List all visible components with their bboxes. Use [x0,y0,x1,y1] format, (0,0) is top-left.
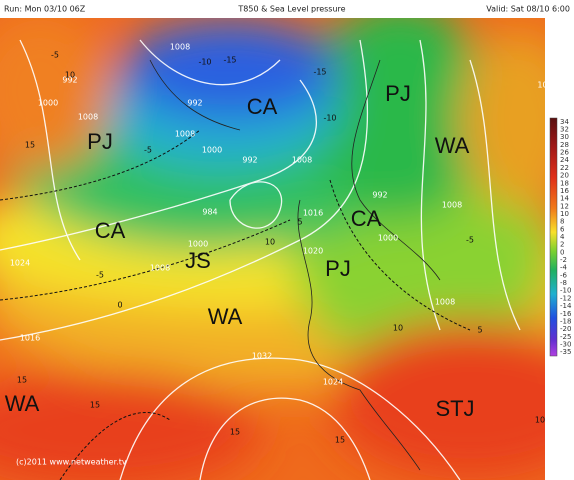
isobar-label: 1000 [188,240,208,249]
isotherm-label: -5 [96,271,104,280]
isobar-label: 1008 [292,156,312,165]
isotherm-label: 0 [117,301,122,310]
isotherm-label: 10 [265,238,275,247]
air-mass-label: CA [95,218,126,243]
isobar-label: 1008 [78,113,98,122]
valid-label: Valid: Sat 08/10 6:00 [486,5,570,14]
map-title: T850 & Sea Level pressure [237,5,345,14]
isotherm-label: -5 [144,146,152,155]
colorbar-tick-label: 34 [560,118,569,126]
air-mass-label: JS [185,248,211,273]
colorbar-tick-label: -20 [560,325,571,333]
colorbar-tick-label: 24 [560,156,569,164]
isotherm-label: 15 [25,141,35,150]
colorbar-ticks: 3432302826242220181614121086420-2-4-6-8-… [560,118,572,356]
isotherm-label: 15 [90,401,100,410]
colorbar-tick-label: 20 [560,172,569,180]
colorbar-tick-label: 32 [560,126,569,134]
colorbar [549,117,558,357]
air-mass-label: WA [5,391,40,416]
colorbar-tick-label: 28 [560,141,569,149]
isotherm-label: 15 [230,428,240,437]
isotherm-label: 5 [297,218,302,227]
isotherm-label: -10 [323,114,336,123]
isotherm-label: 15 [335,436,345,445]
isobar-label: 102 [537,81,552,90]
air-mass-label: PJ [385,81,411,106]
isotherm-label: 10 [65,71,75,80]
colorbar-tick-label: 12 [560,202,569,210]
colorbar-tick-label: 14 [560,195,569,203]
isotherm-label: 10 [535,416,545,425]
isobar-label: 992 [187,99,202,108]
isotherm-label: -10 [198,58,211,67]
isotherm-label: 15 [17,376,27,385]
colorbar-tick-label: -35 [560,348,571,356]
colorbar-tick-label: 10 [560,210,569,218]
colorbar-tick-label: -4 [560,264,568,272]
colorbar-tick-label: -12 [560,294,571,302]
colorbar-tick-label: -6 [560,271,568,279]
credit: (c)2011 www.netweather.tv [16,458,127,467]
run-label: Run: Mon 03/10 06Z [4,5,86,14]
air-mass-label: WA [435,133,470,158]
colorbar-tick-label: 18 [560,179,569,187]
isobar-label: 1008 [442,201,462,210]
colorbar-tick-label: 8 [560,218,564,226]
isobar-label: 1024 [323,378,343,387]
isobar-label: 1016 [303,209,323,218]
colorbar-tick-label: -25 [560,333,571,341]
isotherm-label: 5 [477,326,482,335]
header-bar [0,0,574,18]
isobar-label: 984 [202,208,217,217]
colorbar-tick-label: -14 [560,302,572,310]
colorbar-tick-label: -2 [560,256,567,264]
isotherm-label: -5 [466,236,474,245]
isotherm-label: -15 [313,68,326,77]
air-mass-label: PJ [325,256,351,281]
air-mass-label: CA [247,94,278,119]
colorbar-tick-label: 22 [560,164,569,172]
isobar-label: 1016 [20,334,40,343]
isobar-label: 1020 [303,247,323,256]
colorbar-tick-label: 0 [560,248,564,256]
isobar-label: 1024 [10,259,30,268]
isobar-label: 1032 [252,352,272,361]
isobar-label: 1008 [150,264,170,273]
isobar-label: 992 [62,76,77,85]
isobar-label: 1008 [435,298,455,307]
air-mass-label: PJ [87,129,113,154]
colorbar-tick-label: 2 [560,241,564,249]
colorbar-tick-label: -18 [560,317,571,325]
colorbar-tick-label: 4 [560,233,565,241]
isobar-label: 1008 [170,43,190,52]
isobar-label: 1000 [378,234,398,243]
isobar-label: 1008 [175,130,195,139]
isobar-label: 1000 [38,99,58,108]
isotherm-label: -15 [223,56,236,65]
air-mass-label: WA [208,304,243,329]
isotherm-label: -5 [51,51,59,60]
colorbar-tick-label: 26 [560,149,569,157]
colorbar-tick-label: -16 [560,310,572,318]
colorbar-tick-label: 16 [560,187,569,195]
isobar-label: 992 [372,191,387,200]
air-mass-label: CA [351,206,382,231]
colorbar-tick-label: 6 [560,225,565,233]
colorbar-tick-label: -30 [560,340,571,348]
isobar-label: 1000 [202,146,222,155]
air-mass-label: STJ [435,396,474,421]
colorbar-tick-label: 30 [560,133,569,141]
isotherm-label: 10 [393,324,403,333]
colorbar-tick-label: -8 [560,279,567,287]
isobar-label: 992 [242,156,257,165]
colorbar-tick-label: -10 [560,287,571,295]
